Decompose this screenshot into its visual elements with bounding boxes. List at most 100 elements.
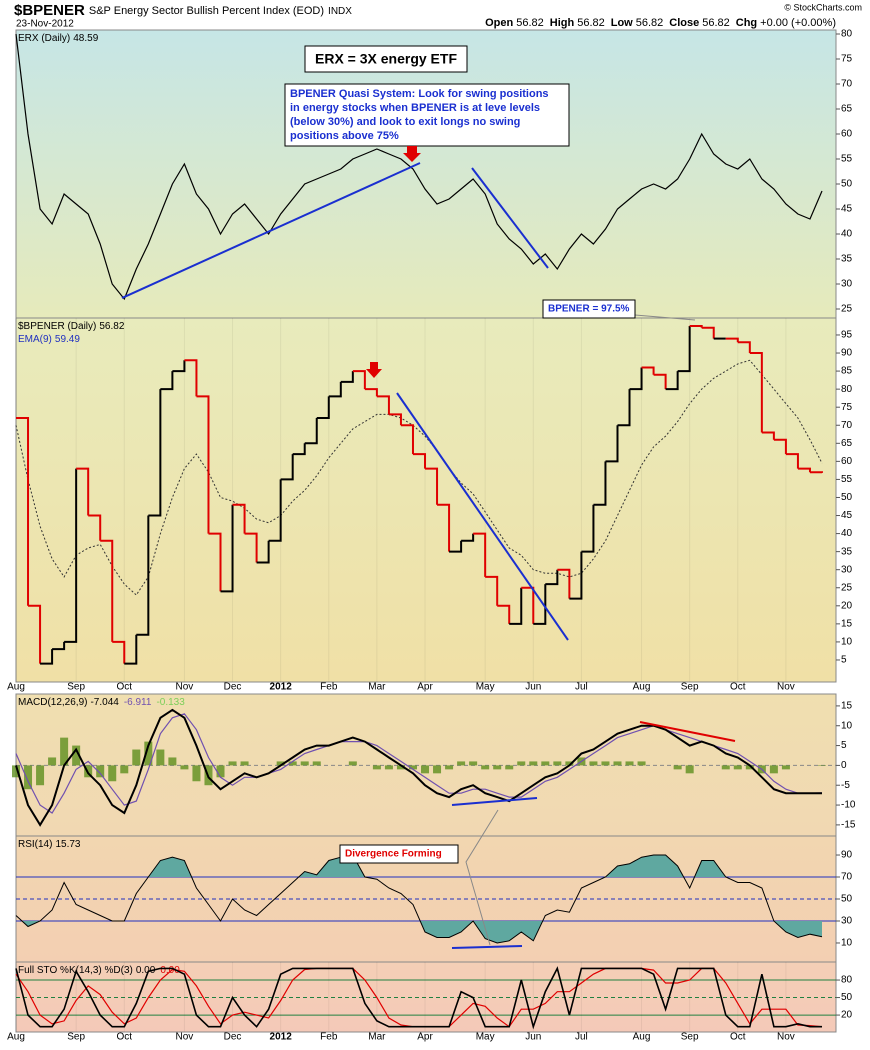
histogram-bar xyxy=(529,761,538,766)
histogram-bar xyxy=(625,761,634,766)
y-tick-label: 40 xyxy=(841,229,853,240)
quote-label: Chg xyxy=(736,17,757,29)
quote-value: 56.82 xyxy=(702,17,730,29)
legend-name: MACD(12,26,9) xyxy=(18,697,87,708)
step-segment xyxy=(220,504,234,593)
ema-line xyxy=(15,359,823,596)
histogram-bar xyxy=(481,765,490,770)
histogram-bar xyxy=(96,765,105,778)
quote-value: 56.82 xyxy=(577,17,605,29)
y-tick-label: 95 xyxy=(841,330,853,341)
trend-line xyxy=(396,392,569,641)
step-segment xyxy=(316,396,330,420)
date: 23-Nov-2012 xyxy=(16,19,74,30)
header-line: $BPENER S&P Energy Sector Bullish Percent… xyxy=(14,2,352,19)
histogram-bar xyxy=(384,765,393,770)
y-tick-label: 50 xyxy=(841,492,853,503)
arrow xyxy=(403,146,421,162)
histogram-bar xyxy=(12,765,20,778)
histogram-bar xyxy=(36,765,45,786)
step-segment xyxy=(737,341,751,354)
histogram-bar xyxy=(553,761,562,766)
annotation: ERX = 3X energy ETF xyxy=(315,51,457,67)
step-segment xyxy=(629,367,643,391)
histogram-bar xyxy=(60,737,69,766)
legend-name: ERX (Daily) xyxy=(18,33,70,44)
x-tick-label: Dec xyxy=(224,682,242,693)
histogram-bar xyxy=(24,765,33,790)
y-tick-label: 20 xyxy=(841,600,853,611)
step-segment xyxy=(112,640,126,664)
step-segment xyxy=(617,389,631,427)
histogram-bar xyxy=(637,761,646,766)
x-tick-label: Nov xyxy=(777,1032,795,1043)
step-segment xyxy=(545,569,559,586)
histogram-bar xyxy=(673,765,682,770)
histogram-bar xyxy=(818,765,826,766)
y-tick-label: 75 xyxy=(841,54,853,65)
annotation: BPENER Quasi System: Look for swing posi… xyxy=(290,88,549,100)
y-tick-label: 20 xyxy=(841,1010,853,1021)
y-tick-label: 25 xyxy=(841,304,853,315)
histogram-bar xyxy=(733,765,742,770)
y-tick-label: 30 xyxy=(841,916,853,927)
histogram-bar xyxy=(276,761,285,766)
y-tick-label: 35 xyxy=(841,546,853,557)
step-segment xyxy=(280,454,294,481)
step-segment xyxy=(437,503,451,552)
legend-value: 48.59 xyxy=(73,33,98,44)
x-tick-label: Nov xyxy=(176,682,194,693)
quote-label: High xyxy=(550,17,575,29)
quote-label: Low xyxy=(611,17,633,29)
quote-label: Open xyxy=(485,17,513,29)
y-tick-label: 45 xyxy=(841,510,853,521)
step-segment xyxy=(124,634,138,665)
annotation-box xyxy=(339,844,459,864)
x-tick-label: Jun xyxy=(525,1032,541,1043)
step-segment xyxy=(557,568,571,599)
step-segment xyxy=(268,479,282,542)
step-segment xyxy=(16,417,30,606)
histogram-bar xyxy=(721,765,730,770)
histogram-bar xyxy=(469,761,478,766)
step-segment xyxy=(256,540,270,564)
step-segment xyxy=(773,438,787,455)
callout-line xyxy=(634,314,696,321)
legend-name: $BPENER (Daily) xyxy=(18,321,96,332)
legend-value: 56.82 xyxy=(99,321,124,332)
step-segment xyxy=(388,413,402,426)
histogram-bar xyxy=(192,765,201,782)
step-segment xyxy=(244,532,258,563)
annotation-box xyxy=(304,45,468,73)
histogram-bar xyxy=(493,765,502,770)
quote-value: 56.82 xyxy=(636,17,664,29)
legend-value: 59.49 xyxy=(55,334,80,345)
legend-name: RSI(14) xyxy=(18,839,52,850)
step-segment xyxy=(232,503,246,534)
y-tick-label: 60 xyxy=(841,129,853,140)
y-tick-label: 15 xyxy=(841,701,853,712)
y-tick-label: 10 xyxy=(841,720,853,731)
x-tick-label: Aug xyxy=(7,682,25,693)
step-segment xyxy=(340,371,354,383)
x-tick-label: Sep xyxy=(67,682,85,693)
step-segment xyxy=(785,453,799,469)
step-segment xyxy=(485,575,499,606)
step-segment xyxy=(569,551,583,600)
step-segment xyxy=(304,418,318,445)
legend-name: EMA(9) xyxy=(18,334,52,345)
y-tick-label: 50 xyxy=(841,992,853,1003)
step-segment xyxy=(100,539,114,642)
y-tick-label: 15 xyxy=(841,619,853,630)
histogram-bar xyxy=(745,765,754,770)
histogram-bar xyxy=(300,761,309,766)
step-segment xyxy=(473,532,487,577)
step-segment xyxy=(797,467,811,473)
annotation-box xyxy=(542,299,636,319)
step-segment xyxy=(641,366,655,375)
y-tick-label: 65 xyxy=(841,438,853,449)
annotation: positions above 75% xyxy=(290,130,399,142)
step-segment xyxy=(328,381,342,398)
x-tick-label: Apr xyxy=(417,682,433,693)
